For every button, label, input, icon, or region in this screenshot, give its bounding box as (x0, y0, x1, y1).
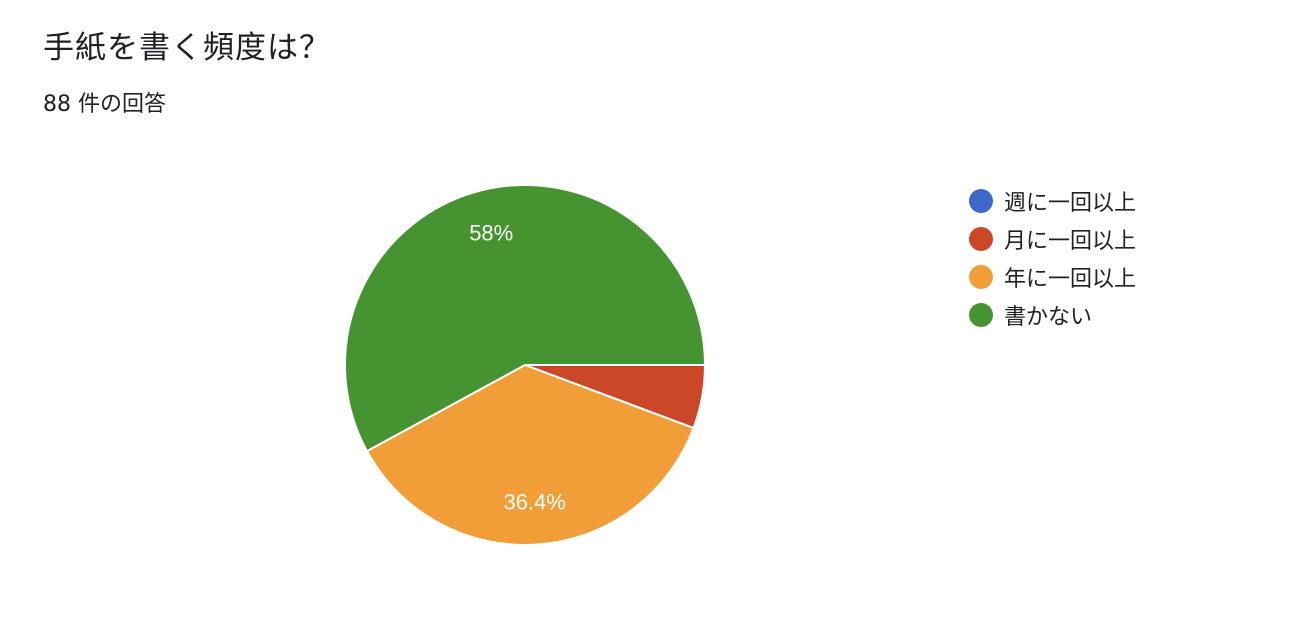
legend-swatch (969, 189, 993, 213)
legend-label: 週に一回以上 (1004, 191, 1137, 216)
legend-item[interactable]: 書かない (969, 296, 1136, 334)
response-count: 88 件の回答 (43, 92, 166, 117)
pie-slice-3[interactable] (344, 184, 707, 453)
legend-item[interactable]: 月に一回以上 (969, 220, 1136, 258)
legend-item[interactable]: 年に一回以上 (969, 258, 1136, 296)
legend-label: 月に一回以上 (1004, 229, 1137, 254)
slice-label-2: 36.4% (503, 489, 565, 514)
chart-title: 手紙を書く頻度は？ (43, 30, 331, 66)
pie-slice-2[interactable] (365, 363, 695, 546)
legend-swatch (969, 227, 993, 251)
slice-label-3: 58% (469, 220, 513, 245)
legend-item[interactable]: 週に一回以上 (969, 182, 1136, 220)
legend-swatch (969, 303, 993, 327)
legend-label: 書かない (1004, 305, 1093, 330)
legend-swatch (969, 265, 993, 289)
legend-label: 年に一回以上 (1004, 267, 1137, 292)
legend: 週に一回以上 月に一回以上 年に一回以上 書かない (969, 182, 1136, 334)
